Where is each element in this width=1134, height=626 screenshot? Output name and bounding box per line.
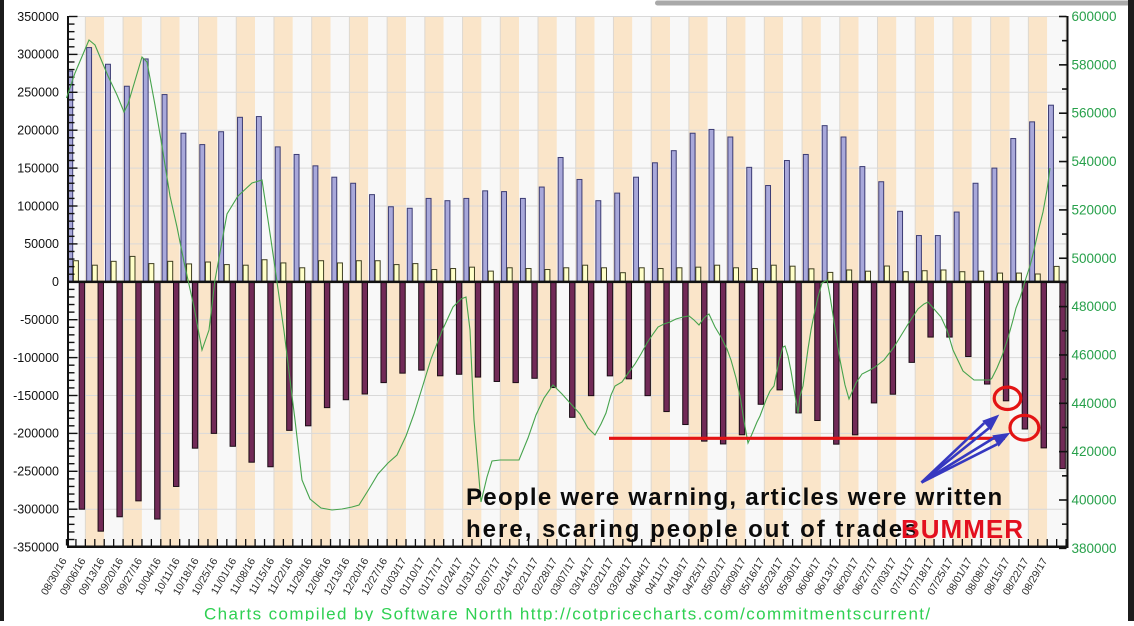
svg-text:-350000: -350000 — [13, 540, 59, 554]
svg-text:-100000: -100000 — [13, 351, 59, 365]
svg-text:480000: 480000 — [1072, 299, 1117, 314]
svg-text:50000: 50000 — [24, 237, 59, 251]
svg-text:-200000: -200000 — [13, 427, 59, 441]
svg-text:-150000: -150000 — [13, 389, 59, 403]
svg-text:460000: 460000 — [1072, 347, 1117, 362]
svg-text:here, scaring people out of tr: here, scaring people out of trades — [466, 516, 919, 543]
svg-text:600000: 600000 — [1072, 9, 1117, 24]
svg-text:Charts compiled by Software No: Charts compiled by Software North http:/… — [204, 605, 932, 622]
svg-text:350000: 350000 — [17, 10, 59, 24]
svg-text:People were warning, articles: People were warning, articles were writt… — [466, 484, 1003, 511]
svg-text:-50000: -50000 — [20, 313, 59, 327]
svg-text:150000: 150000 — [17, 161, 59, 175]
svg-text:580000: 580000 — [1072, 57, 1117, 72]
svg-text:520000: 520000 — [1072, 202, 1117, 217]
svg-text:200000: 200000 — [17, 124, 59, 138]
svg-text:-250000: -250000 — [13, 465, 59, 479]
svg-text:100000: 100000 — [17, 199, 59, 213]
svg-text:500000: 500000 — [1072, 251, 1117, 266]
svg-text:0: 0 — [52, 275, 59, 289]
svg-text:560000: 560000 — [1072, 106, 1117, 121]
svg-text:420000: 420000 — [1072, 444, 1117, 459]
svg-text:540000: 540000 — [1072, 154, 1117, 169]
svg-text:-300000: -300000 — [13, 503, 59, 517]
svg-text:380000: 380000 — [1072, 541, 1117, 556]
svg-text:440000: 440000 — [1072, 396, 1117, 411]
svg-text:BUMMER: BUMMER — [901, 514, 1024, 544]
svg-text:400000: 400000 — [1072, 493, 1117, 508]
svg-text:250000: 250000 — [17, 86, 59, 100]
svg-text:300000: 300000 — [17, 48, 59, 62]
